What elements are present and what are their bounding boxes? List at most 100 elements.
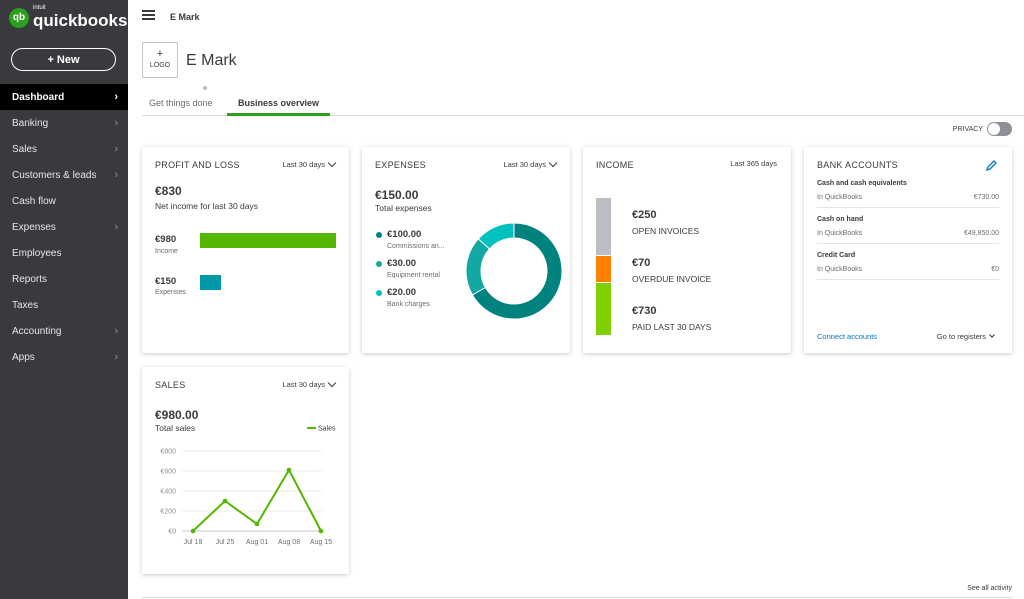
page-title: E Mark (186, 52, 237, 69)
income-value: €980 (155, 234, 177, 245)
account-detail: In QuickBooks €730.00 (817, 194, 999, 208)
data-point[interactable] (318, 528, 324, 534)
sidebar-item-expenses[interactable]: Expenses › (0, 214, 128, 240)
tab-business-overview[interactable]: Business overview (227, 98, 331, 116)
hamburger-menu-icon[interactable] (142, 10, 155, 20)
connect-accounts-link[interactable]: Connect accounts (817, 332, 878, 341)
top-bar: E Mark (128, 0, 1024, 34)
data-point[interactable] (222, 498, 228, 504)
chevron-right-icon: › (114, 221, 118, 233)
sidebar-item-cash-flow[interactable]: Cash flow (0, 188, 128, 214)
sidebar-item-label: Accounting (12, 325, 62, 337)
privacy-toggle-group: PRIVACY (953, 122, 1012, 136)
sidebar-item-reports[interactable]: Reports (0, 266, 128, 292)
account-name: Cash and cash equivalents (817, 180, 907, 187)
donut-slice[interactable] (471, 222, 563, 320)
tabs: Get things done Business overview (142, 96, 1024, 116)
chevron-right-icon: › (114, 351, 118, 363)
y-tick-label: €400 (160, 489, 176, 496)
sidebar-item-employees[interactable]: Employees (0, 240, 128, 266)
y-tick-label: €600 (160, 469, 176, 476)
logo-text: intuit quickbooks (33, 5, 127, 30)
card-title: EXPENSES (375, 160, 426, 170)
card-title: PROFIT AND LOSS (155, 160, 240, 170)
sidebar-item-sales[interactable]: Sales › (0, 136, 128, 162)
expenses-bar[interactable] (200, 275, 221, 290)
y-tick-label: €200 (160, 509, 176, 516)
income-bar-segment[interactable] (596, 283, 611, 335)
sidebar: qb intuit quickbooks + New Dashboard › Ban… (0, 0, 128, 599)
expenses-value: €150 (155, 276, 177, 287)
data-point[interactable] (190, 528, 196, 534)
chevron-down-icon (989, 332, 995, 338)
income-amount: €70 (632, 257, 651, 269)
income-bar[interactable] (200, 233, 336, 248)
account-source: In QuickBooks (817, 194, 863, 201)
logo-label: LOGO (149, 62, 171, 69)
sidebar-item-label: Employees (12, 247, 62, 259)
account-balance: €730.00 (973, 194, 999, 201)
account-balance: €0 (991, 266, 999, 273)
pencil-edit-icon[interactable] (985, 160, 997, 172)
bank-account-row[interactable]: Cash on hand In QuickBooks €49,850.00 (817, 216, 999, 244)
new-button[interactable]: + New (11, 48, 116, 71)
income-card: INCOME Last 365 days €250 OPEN INVOICES €7… (583, 147, 791, 353)
account-detail: In QuickBooks €49,850.00 (817, 230, 999, 244)
go-to-registers-dropdown[interactable]: Go to registers (936, 332, 995, 341)
sidebar-item-dashboard[interactable]: Dashboard › (0, 84, 128, 110)
income-bar-segment[interactable] (596, 256, 611, 282)
sidebar-item-apps[interactable]: Apps › (0, 344, 128, 370)
qb-logo-icon: qb (9, 7, 29, 28)
total-sales-label: Total sales (155, 423, 196, 433)
period-label: Last 30 days (282, 160, 325, 169)
see-all-activity-link[interactable]: See all activity (967, 585, 1012, 592)
data-point[interactable] (254, 521, 260, 527)
data-point[interactable] (286, 467, 292, 473)
donut-slice[interactable] (477, 222, 515, 250)
period-dropdown[interactable]: Last 30 days (282, 378, 337, 389)
bank-account-row[interactable]: Cash and cash equivalents In QuickBooks €7… (817, 180, 999, 208)
total-sales: €980.00 (155, 408, 199, 422)
quickbooks-logo[interactable]: qb intuit quickbooks (9, 5, 127, 30)
privacy-toggle[interactable] (987, 122, 1012, 136)
sidebar-item-customers-leads[interactable]: Customers & leads › (0, 162, 128, 188)
period-dropdown[interactable]: Last 30 days (282, 158, 337, 169)
expense-category: Equipment rental (387, 272, 440, 279)
period-dropdown[interactable]: Last 30 days (503, 158, 558, 169)
income-label: OPEN INVOICES (632, 226, 700, 236)
account-source: In QuickBooks (817, 266, 863, 273)
income-label: Income (155, 248, 178, 255)
sidebar-item-label: Apps (12, 351, 35, 363)
period-label: Last 30 days (503, 160, 546, 169)
sidebar-item-taxes[interactable]: Taxes (0, 292, 128, 318)
expense-category: Bank charges (387, 301, 430, 308)
legend-label: Sales (318, 426, 336, 433)
donut-slice[interactable] (465, 238, 491, 296)
y-tick-label: €0 (168, 529, 176, 536)
sidebar-item-accounting[interactable]: Accounting › (0, 318, 128, 344)
account-balance: €49,850.00 (963, 230, 999, 237)
sales-line-chart[interactable]: €0 €200 €400 €600 €800 Jul 18 Jul 25 Aug 01 Aug … (142, 367, 349, 574)
bank-account-row[interactable]: Credit Card In QuickBooks €0 (817, 252, 999, 280)
add-logo-button[interactable]: + LOGO (142, 42, 178, 78)
y-tick-label: €800 (160, 449, 176, 456)
sidebar-item-label: Dashboard (12, 91, 65, 103)
sidebar-item-banking[interactable]: Banking › (0, 110, 128, 136)
sidebar-item-label: Banking (12, 117, 49, 129)
expenses-donut-chart[interactable] (464, 221, 564, 321)
indicator-dot (203, 86, 207, 90)
x-tick-label: Jul 18 (184, 539, 203, 546)
divider (142, 597, 1012, 598)
card-title: BANK ACCOUNTS (817, 160, 898, 170)
sales-card: SALES Last 30 days €980.00 Total sales €… (142, 367, 349, 574)
x-tick-label: Aug 15 (310, 539, 332, 546)
sidebar-item-label: Customers & leads (12, 169, 97, 181)
chevron-right-icon: › (114, 169, 118, 181)
go-to-registers-label: Go to registers (936, 332, 986, 341)
income-bar-segment[interactable] (596, 198, 611, 255)
sidebar-item-label: Reports (12, 273, 48, 285)
net-income-label: Net income for last 30 days (155, 201, 258, 211)
x-tick-label: Aug 08 (278, 539, 300, 546)
account-source: In QuickBooks (817, 230, 863, 237)
tab-get-things-done[interactable]: Get things done (149, 98, 213, 108)
